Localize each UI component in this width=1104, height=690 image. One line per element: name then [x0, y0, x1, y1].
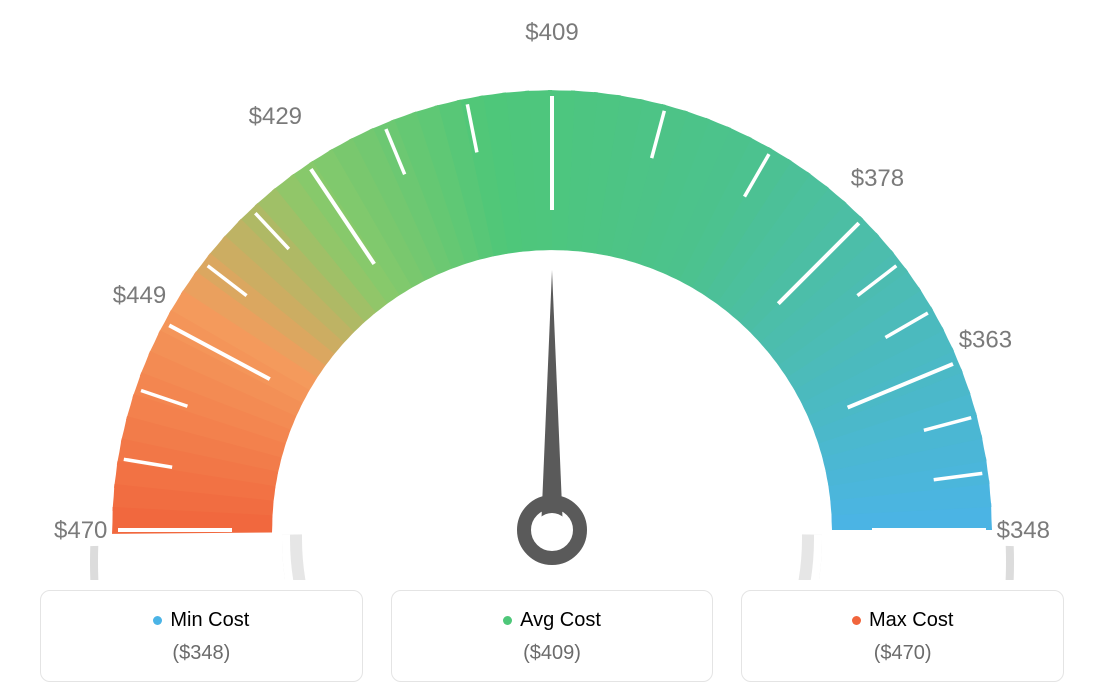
svg-text:$429: $429 — [249, 103, 302, 130]
svg-text:$348: $348 — [997, 517, 1050, 544]
legend-card-min: Min Cost ($348) — [40, 590, 363, 682]
legend-dot-avg — [503, 616, 512, 625]
svg-text:$470: $470 — [54, 517, 107, 544]
legend-value-avg: ($409) — [402, 642, 703, 665]
legend-value-max: ($470) — [752, 642, 1053, 665]
gauge-needle — [524, 270, 580, 558]
legend-card-avg: Avg Cost ($409) — [391, 590, 714, 682]
svg-text:$363: $363 — [959, 326, 1012, 353]
svg-text:$409: $409 — [525, 20, 578, 46]
legend-dot-max — [852, 616, 861, 625]
legend-dot-min — [153, 616, 162, 625]
gauge-area: $348 $363 $378 $409 $429 $449 $470 — [30, 20, 1074, 580]
svg-text:$378: $378 — [851, 165, 904, 192]
legend-label-min: Min Cost — [170, 609, 249, 632]
svg-text:$449: $449 — [113, 282, 166, 309]
legend-row: Min Cost ($348) Avg Cost ($409) Max Cost… — [30, 590, 1074, 682]
chart-container: $348 $363 $378 $409 $429 $449 $470 Min Cost ($… — [0, 0, 1104, 690]
gauge-chart: $348 $363 $378 $409 $429 $449 $470 — [30, 20, 1074, 580]
legend-label-max: Max Cost — [869, 609, 953, 632]
legend-label-avg: Avg Cost — [520, 609, 601, 632]
legend-title-avg: Avg Cost — [503, 609, 601, 632]
legend-title-max: Max Cost — [852, 609, 953, 632]
legend-title-min: Min Cost — [153, 609, 249, 632]
legend-card-max: Max Cost ($470) — [741, 590, 1064, 682]
legend-value-min: ($348) — [51, 642, 352, 665]
